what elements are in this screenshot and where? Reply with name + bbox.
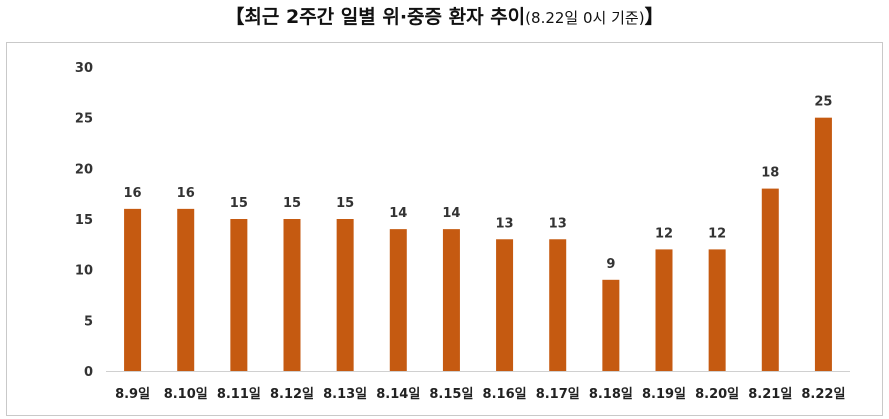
bar: [389, 229, 407, 371]
data-label: 12: [708, 226, 726, 241]
x-tick-label: 8.13일: [323, 387, 367, 402]
x-axis-labels: 8.9일 8.10일 8.11일 8.12일 8.13일 8.14일 8.15일 8.16일 8…: [115, 387, 845, 402]
bar: [442, 229, 460, 371]
data-label: 25: [814, 95, 832, 110]
y-tick-label: 25: [75, 112, 93, 127]
data-label: 15: [283, 196, 301, 211]
data-label: 12: [655, 226, 673, 241]
x-tick-label: 8.9일: [115, 387, 150, 402]
x-tick-label: 8.10일: [164, 387, 208, 402]
chart-frame: [6, 42, 883, 416]
bar: [549, 239, 567, 371]
x-tick-label: 8.19일: [642, 387, 686, 402]
bar: [124, 208, 142, 371]
x-tick-label: 8.14일: [376, 387, 420, 402]
data-label: 18: [761, 166, 779, 181]
data-label: 13: [496, 216, 514, 231]
bar: [602, 279, 620, 371]
data-label: 16: [177, 186, 195, 201]
data-label: 15: [336, 196, 354, 211]
bar: [761, 188, 779, 371]
bars: [124, 117, 832, 372]
chart-title-main: 【최근 2주간 일별 위·중증 환자 추이: [225, 6, 526, 28]
bar: [230, 219, 248, 371]
chart-title-close: 】: [644, 6, 664, 28]
y-tick-label: 20: [75, 162, 93, 177]
x-tick-label: 8.20일: [695, 387, 739, 402]
chart-title: 【최근 2주간 일별 위·중증 환자 추이(8.22일 0시 기준)】: [0, 2, 889, 29]
x-tick-label: 8.18일: [589, 387, 633, 402]
x-tick-label: 8.21일: [748, 387, 792, 402]
y-tick-label: 30: [75, 61, 93, 76]
x-tick-label: 8.22일: [801, 387, 845, 402]
chart-title-sub: (8.22일 0시 기준): [525, 9, 645, 27]
x-tick-label: 8.11일: [217, 387, 261, 402]
bar: [655, 249, 673, 371]
bar: [177, 208, 195, 371]
y-tick-label: 0: [84, 365, 93, 380]
data-label: 13: [549, 216, 567, 231]
x-tick-label: 8.16일: [483, 387, 527, 402]
bar: [496, 239, 514, 371]
data-labels: 16 16 15 15 15 14 14 13 13 9 12 12 18 25: [124, 95, 833, 272]
y-tick-label: 5: [84, 314, 93, 329]
x-tick-label: 8.15일: [429, 387, 473, 402]
bar: [283, 219, 301, 371]
data-label: 9: [606, 257, 615, 272]
y-axis-ticks: 0 5 10 15 20 25 30: [75, 61, 93, 380]
y-tick-label: 10: [75, 264, 93, 279]
bar: [708, 249, 726, 371]
bar: [336, 219, 354, 371]
bar: [814, 117, 832, 372]
x-tick-label: 8.12일: [270, 387, 314, 402]
x-tick-label: 8.17일: [536, 387, 580, 402]
data-label: 15: [230, 196, 248, 211]
y-tick-label: 15: [75, 213, 93, 228]
data-label: 16: [124, 186, 142, 201]
data-label: 14: [442, 206, 460, 221]
data-label: 14: [389, 206, 407, 221]
